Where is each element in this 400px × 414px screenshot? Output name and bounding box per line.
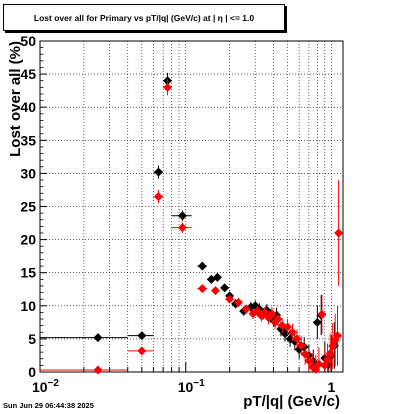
data-point-black	[197, 261, 207, 271]
data-point-red	[225, 294, 235, 304]
y-tick-label: 45	[20, 66, 36, 82]
data-point-black	[312, 317, 322, 327]
data-point-red	[273, 314, 283, 324]
data-point-red	[241, 304, 251, 314]
data-point-black	[177, 211, 187, 221]
y-tick-label: 10	[20, 298, 36, 314]
y-tick-label: 0	[28, 364, 36, 380]
y-axis-label: Lost over all (%)	[7, 41, 24, 157]
data-point-red	[300, 349, 310, 359]
data-point-red	[332, 331, 342, 341]
data-point-red	[233, 297, 243, 307]
data-point-red	[197, 284, 207, 294]
y-tick-label: 15	[20, 265, 36, 281]
x-tick-label: 10−2	[32, 378, 59, 395]
data-point-red	[317, 309, 327, 319]
x-tick-label: 10−1	[178, 378, 205, 395]
data-point-red	[296, 341, 306, 351]
data-point-black	[153, 167, 163, 177]
chart-title: Lost over all for Primary vs pT/|q| (GeV…	[3, 4, 285, 31]
data-point-black	[137, 331, 147, 341]
x-tick-label: 1	[328, 379, 336, 395]
data-point-red	[314, 359, 324, 369]
footer-timestamp: Sun Jun 29 06:44:38 2025	[3, 401, 94, 410]
data-point-black	[212, 272, 222, 282]
data-point-red	[292, 334, 302, 344]
data-point-red	[163, 82, 173, 92]
data-point-red	[304, 356, 314, 366]
data-point-red	[93, 365, 103, 375]
y-tick-label: 40	[20, 99, 36, 115]
y-tick-label: 30	[20, 165, 36, 181]
y-tick-label: 20	[20, 232, 36, 248]
data-point-red	[177, 223, 187, 233]
y-tick-label: 35	[20, 132, 36, 148]
y-tick-label: 25	[20, 199, 36, 215]
data-point-red	[287, 327, 297, 337]
data-point-red	[153, 192, 163, 202]
data-point-red	[210, 286, 220, 296]
data-point-red	[334, 228, 344, 238]
data-point-red	[283, 322, 293, 332]
y-tick-label: 5	[28, 331, 36, 347]
data-point-red	[267, 309, 277, 319]
data-point-black	[93, 333, 103, 343]
x-axis-label: pT/|q| (GeV/c)	[243, 393, 340, 410]
data-point-black	[220, 283, 230, 293]
y-tick-label: 50	[20, 33, 36, 49]
data-point-red	[137, 346, 147, 356]
